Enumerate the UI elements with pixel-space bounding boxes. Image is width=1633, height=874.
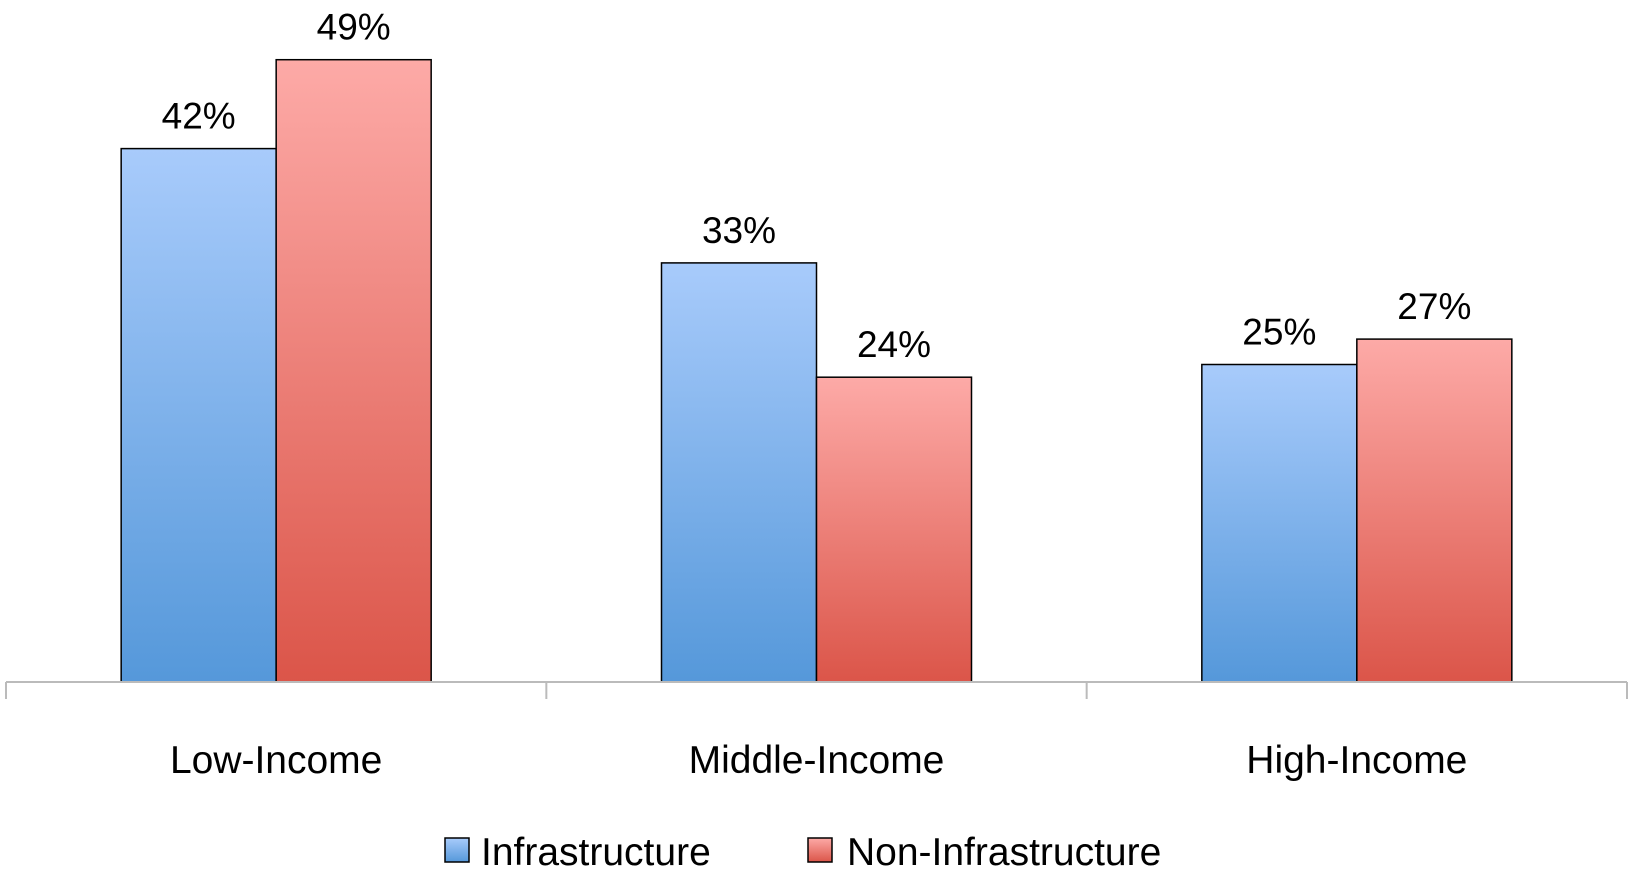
bar-non-infrastructure-low-income <box>275 58 432 683</box>
category-axis: Low-Income Middle-Income High-Income <box>5 681 1628 782</box>
bar-infrastructure-middle-income <box>660 262 818 683</box>
legend-swatch-non-infrastructure <box>807 837 833 863</box>
data-label-infrastructure-high-income: 25% <box>1242 312 1316 353</box>
category-label-high-income: High-Income <box>1246 739 1467 782</box>
legend-label-infrastructure: Infrastructure <box>481 831 711 874</box>
data-label-non-infrastructure-low-income: 49% <box>317 7 391 48</box>
bar-infrastructure-low-income <box>120 147 277 683</box>
data-label-infrastructure-middle-income: 33% <box>702 210 776 251</box>
legend-label-non-infrastructure: Non-Infrastructure <box>847 831 1161 874</box>
legend: Infrastructure Non-Infrastructure <box>444 831 1161 874</box>
category-label-low-income: Low-Income <box>170 739 382 782</box>
bar-non-infrastructure-middle-income <box>815 376 973 683</box>
data-label-non-infrastructure-middle-income: 24% <box>857 324 931 365</box>
bars-layer <box>120 58 1513 683</box>
category-label-middle-income: Middle-Income <box>689 739 945 782</box>
data-labels: 42% 49% 33% 24% 25% 27% <box>162 7 1472 366</box>
data-label-infrastructure-low-income: 42% <box>162 96 236 137</box>
bar-non-infrastructure-high-income <box>1356 338 1513 683</box>
bar-infrastructure-high-income <box>1201 363 1358 683</box>
legend-swatch-infrastructure <box>444 837 470 863</box>
data-label-non-infrastructure-high-income: 27% <box>1397 286 1471 327</box>
